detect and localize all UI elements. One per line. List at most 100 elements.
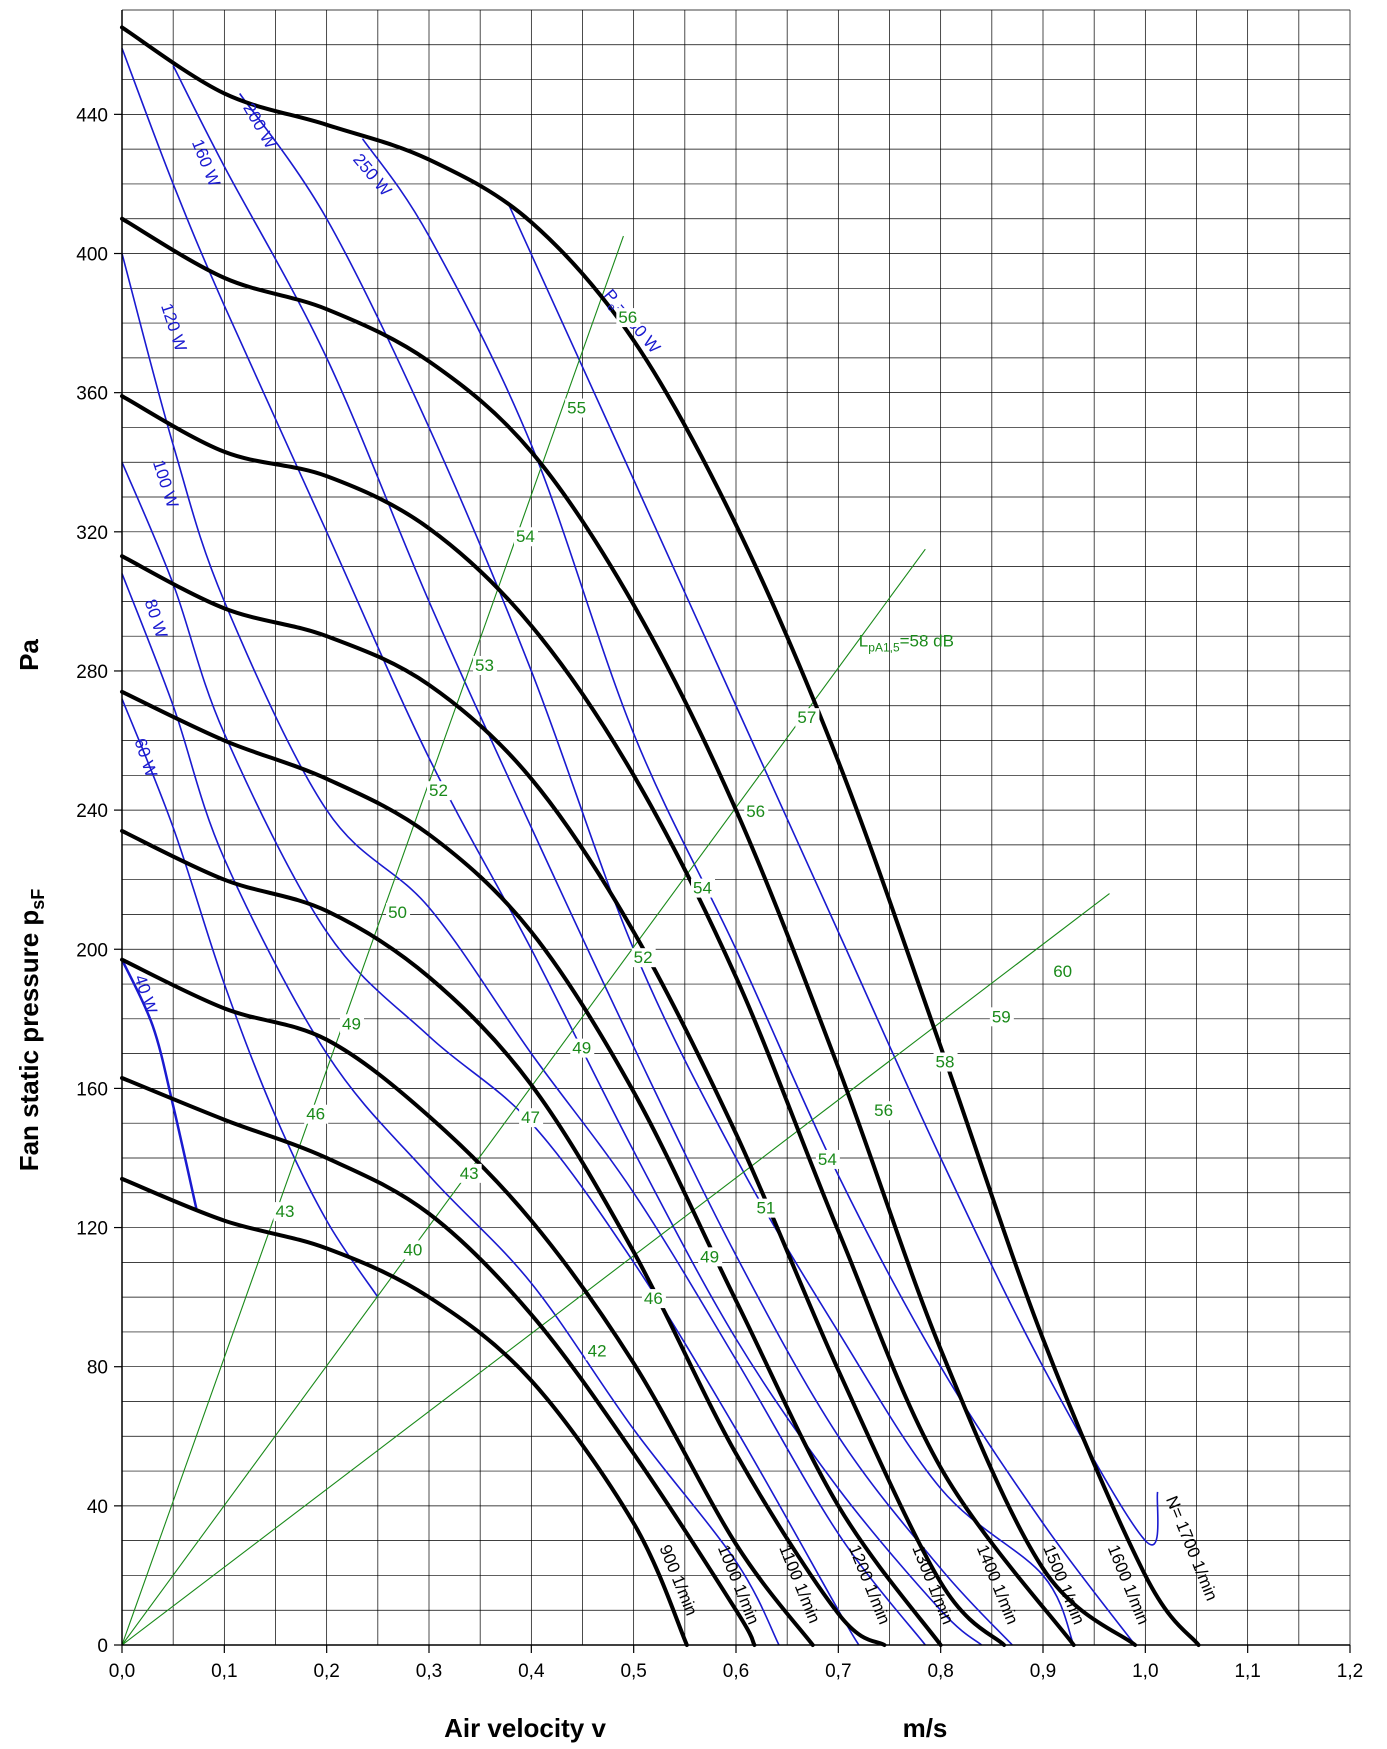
noise-label-bg [795, 708, 820, 728]
noise-label: 57 [797, 708, 816, 727]
noise-label-bg [631, 948, 656, 968]
noise-label-bg [565, 398, 590, 418]
noise-label-bg [1051, 962, 1076, 982]
power-curve [121, 253, 926, 1646]
x-axis-title: Air velocity v [444, 1713, 606, 1743]
x-tick-label: 1,1 [1234, 1661, 1260, 1682]
y-tick-label: 440 [76, 105, 108, 126]
speed-curve [120, 1075, 757, 1647]
power-label: 250 W [349, 150, 395, 200]
noise-label-bg [744, 802, 769, 822]
speed-label: 1400 1/min [973, 1542, 1022, 1627]
noise-label-bg [570, 1038, 595, 1058]
x-tick-label: 0,0 [109, 1661, 135, 1682]
grid [121, 9, 1351, 1646]
noise-label: 50 [388, 903, 407, 922]
noise-label: 53 [475, 656, 494, 675]
speed-curve [120, 25, 1201, 1647]
x-tick-label: 0,7 [825, 1661, 851, 1682]
noise-label-bg [872, 1101, 897, 1121]
noise-line [121, 235, 624, 1646]
power-curve [121, 47, 983, 1646]
noise-label: 56 [618, 308, 637, 327]
speed-curve [120, 554, 1007, 1647]
noise-line [121, 548, 926, 1646]
speed-curve [120, 216, 1138, 1647]
power-curve [172, 65, 1013, 1646]
speed-curve [120, 828, 887, 1647]
y-tick-label: 80 [87, 1358, 108, 1379]
power-label: 60 W [130, 736, 160, 780]
power-label: 200 W [239, 100, 280, 152]
speed-curve [120, 957, 815, 1647]
noise-label: 56 [874, 1101, 893, 1120]
y-axis-title: Fan static pressure psF [14, 889, 48, 1172]
noise-label: 54 [516, 527, 535, 546]
noise-line [121, 893, 1110, 1646]
noise-label: 52 [429, 781, 448, 800]
noise-label-bg [616, 308, 641, 328]
noise-label-bg [989, 1007, 1014, 1027]
noise-label-bg [401, 1240, 426, 1260]
noise-label-bg [427, 781, 451, 801]
power-curve [121, 573, 780, 1646]
speed-curve [120, 1176, 689, 1647]
x-axis-unit: m/s [903, 1713, 948, 1743]
noise-label-rest: =58 dB [900, 632, 954, 651]
noise-label-bg [457, 1163, 482, 1183]
x-tick-label: 0,9 [1030, 1661, 1056, 1682]
noise-label: 43 [460, 1164, 479, 1183]
y-tick-label: 240 [76, 801, 108, 822]
power-curve [121, 698, 379, 1298]
noise-label: 49 [700, 1247, 719, 1266]
noise-label-bg [513, 527, 538, 547]
x-tick-label: 1,0 [1132, 1661, 1158, 1682]
power-curve [508, 204, 1159, 1546]
noise-label-bg [691, 878, 716, 898]
x-tick-label: 0,8 [927, 1661, 953, 1682]
noise-label: 55 [567, 399, 586, 418]
y-axis-title-main: Fan static pressure p [14, 910, 44, 1172]
noise-label-bg [933, 1052, 958, 1072]
noise-lines [121, 235, 1110, 1646]
noise-label-bg [273, 1202, 298, 1222]
speed-curve [120, 394, 1076, 1647]
noise-label: 47 [521, 1108, 540, 1127]
noise-label-bg [304, 1104, 329, 1124]
noise-label-bg [815, 1149, 840, 1169]
y-tick-label: 320 [76, 523, 108, 544]
noise-label: 49 [572, 1039, 591, 1058]
noise-label: 43 [276, 1202, 295, 1221]
x-tick-label: 0,2 [313, 1661, 339, 1682]
axes: 0,0 0,1 0,2 0,3 0,4 0,5 0,6 0,7 0,8 0,9 1,0 1,1 1,2 0… [76, 10, 1363, 1682]
noise-label-bg [585, 1341, 610, 1361]
noise-label-main: L [859, 632, 868, 651]
noise-label-bg [473, 655, 498, 675]
noise-label: 58 [936, 1053, 955, 1072]
noise-label: LpA1,5=58 dB [859, 632, 954, 655]
noise-label-bg [519, 1108, 544, 1128]
y-tick-label: 360 [76, 384, 108, 405]
y-tick-label: 120 [76, 1219, 108, 1240]
noise-label-bg [340, 1014, 365, 1034]
x-tick-label: 0,5 [620, 1661, 646, 1682]
noise-label: 56 [746, 802, 765, 821]
noise-label-sub: pA1,5 [868, 641, 900, 655]
noise-label-bg [754, 1198, 779, 1218]
noise-label: 54 [818, 1150, 837, 1169]
noise-label: 51 [756, 1199, 775, 1218]
power-curve [120, 959, 198, 1211]
noise-label: 59 [992, 1007, 1011, 1026]
speed-curves [120, 25, 1201, 1647]
x-tick-label: 0,6 [723, 1661, 749, 1682]
power-curve [361, 138, 1136, 1646]
power-label: 120 W [157, 301, 190, 354]
x-tick-label: 0,3 [416, 1661, 442, 1682]
power-curves [120, 47, 1159, 1646]
y-tick-label: 0 [97, 1636, 108, 1657]
power-label: 100 W [149, 458, 182, 511]
power-curve [121, 461, 860, 1646]
speed-curve [120, 689, 943, 1647]
noise-label-bg [386, 902, 411, 922]
